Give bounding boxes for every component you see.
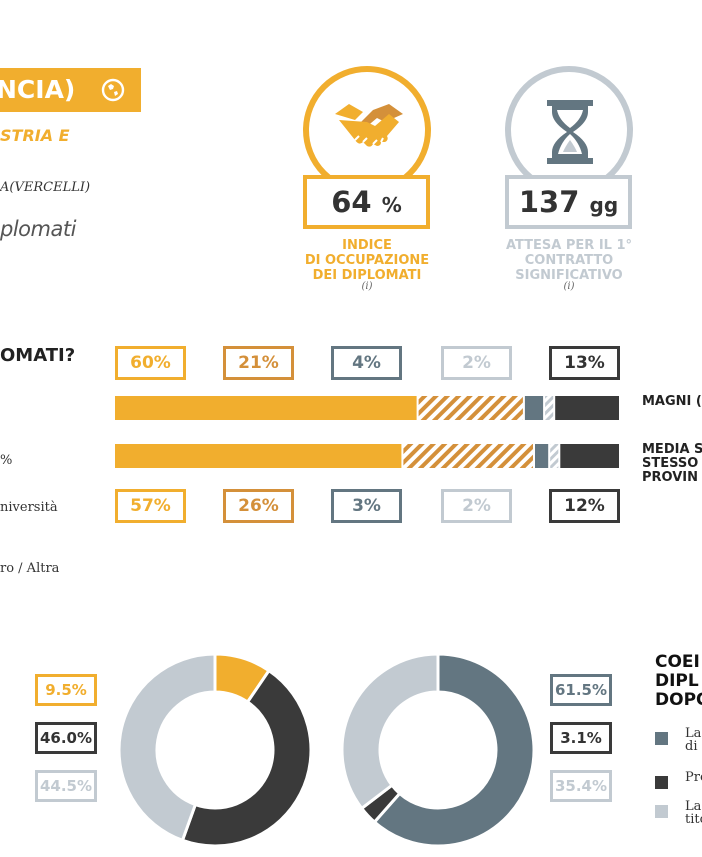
bar-segment: [524, 396, 544, 420]
bar-value-label: 4%: [331, 346, 402, 380]
info-icon[interactable]: (i): [361, 281, 373, 292]
donut-value-label: 9.5%: [35, 674, 97, 706]
donut-value-label: 3.1%: [550, 722, 612, 754]
legend-label: Latito: [685, 799, 702, 827]
bar-value-label: 13%: [549, 346, 620, 380]
legend-swatch: [655, 805, 668, 818]
bar-value-label: 57%: [115, 489, 186, 523]
bar-value-label: 12%: [549, 489, 620, 523]
page-subtitle: STRIA E: [0, 126, 70, 145]
bars-left-label: ro / Altra: [0, 561, 60, 576]
donut-value-label: 46.0%: [35, 722, 97, 754]
donut-slice: [372, 652, 536, 848]
bar-row-label: MAGNI (: [642, 394, 702, 409]
bar-segment: [545, 396, 554, 420]
donut-value-label: 35.4%: [550, 770, 612, 802]
stacked-bar-chart: [115, 396, 619, 468]
bar-row-label: MEDIA S STESSO PROVIN: [642, 442, 702, 485]
globe-icon[interactable]: [101, 78, 125, 102]
hourglass-icon: [547, 100, 593, 164]
donut-value-label: 61.5%: [550, 674, 612, 706]
donut-value-label: 44.5%: [35, 770, 97, 802]
bars-left-label: niversità: [0, 500, 58, 515]
title-banner: NCIA): [0, 68, 141, 112]
donut-slice: [180, 668, 313, 848]
bar-segment: [535, 444, 549, 468]
bar-segment: [403, 444, 533, 468]
page-title: NCIA): [0, 75, 76, 104]
school-name: A(VERCELLI): [0, 180, 91, 195]
bar-segment: [560, 444, 619, 468]
info-icon[interactable]: (i): [563, 281, 575, 292]
section-heading: plomati: [0, 217, 76, 241]
bar-segment: [418, 396, 523, 420]
bar-value-label: 2%: [441, 489, 512, 523]
donut-slice: [117, 652, 217, 843]
bar-value-label: 26%: [223, 489, 294, 523]
kpi-label-occupazione: INDICE DI OCCUPAZIONE DEI DIPLOMATI: [304, 238, 430, 283]
legend-label: Pre: [685, 770, 702, 785]
bars-question: OMATI?: [0, 345, 76, 366]
bar-value-label: 60%: [115, 346, 186, 380]
kpi-ring-occupazione: [303, 66, 431, 194]
bars-left-label: %: [0, 453, 13, 468]
legend-swatch: [655, 776, 668, 789]
bar-segment: [550, 444, 559, 468]
legend-swatch: [655, 732, 668, 745]
kpi-label-attesa: ATTESA PER IL 1° CONTRATTO SIGNIFICATIVO: [505, 238, 633, 283]
bar-value-label: 2%: [441, 346, 512, 380]
donut-slice: [340, 652, 440, 811]
bar-value-label: 21%: [223, 346, 294, 380]
kpi-value-attesa: 137 gg: [505, 175, 632, 229]
handshake-icon: [335, 104, 403, 147]
donut-chart-2: [340, 652, 536, 848]
bar-segment: [115, 444, 402, 468]
bar-value-label: 3%: [331, 489, 402, 523]
bar-segment: [555, 396, 619, 420]
kpi-value-occupazione: 64 %: [303, 175, 430, 229]
legend-title: COEI DIPL DOPO: [655, 652, 702, 710]
donut-chart-1: [117, 652, 313, 848]
bar-segment: [115, 396, 417, 420]
